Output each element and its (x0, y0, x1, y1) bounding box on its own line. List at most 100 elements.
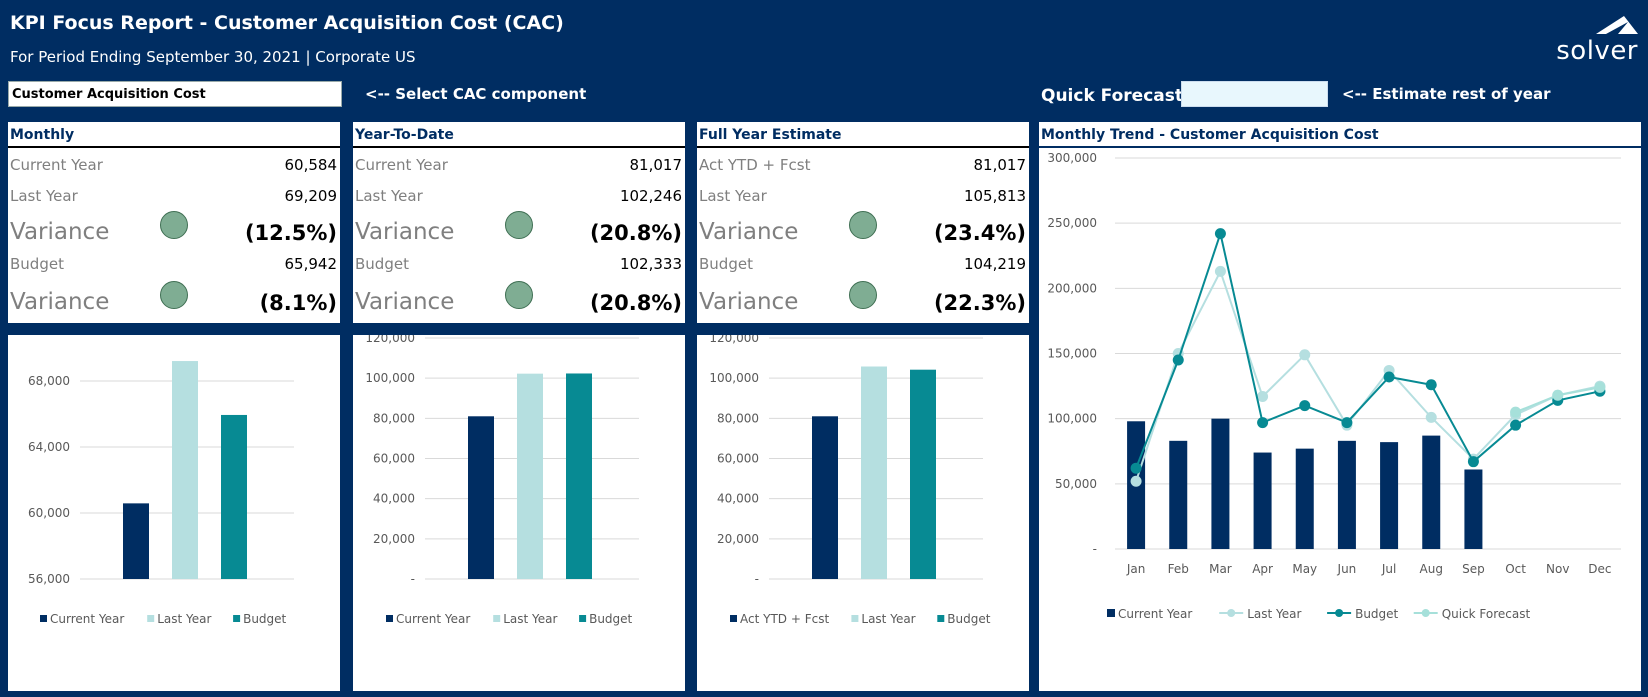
bar-current-year (1380, 442, 1399, 549)
kpi-row-current: Act YTD + Fcst 81,017 (699, 150, 1026, 176)
legend-label: Budget (947, 612, 990, 626)
x-tick-label: Nov (1546, 562, 1569, 576)
kpi-label: Budget (699, 255, 753, 273)
chart-full-year: - 20,000 40,000 60,000 80,000 100,000 120,000 A… (697, 335, 1029, 691)
bar-2 (172, 361, 198, 579)
kpi-row-last-year: Last Year 102,246 (355, 181, 682, 207)
kpi-label: Budget (355, 255, 409, 273)
x-tick-label: Jul (1381, 562, 1396, 576)
y-tick-label: 64,000 (28, 440, 70, 454)
legend-label: Budget (1355, 607, 1398, 621)
kpi-label: Act YTD + Fcst (699, 156, 811, 174)
kpi-label: Last Year (699, 187, 767, 205)
chart-monthly-svg: 56,000 60,000 64,000 68,000 Current Year Last… (28, 361, 294, 626)
x-tick-label: Dec (1588, 562, 1611, 576)
legend-swatch (147, 615, 155, 622)
legend-label: Last Year (861, 612, 915, 626)
bar-current-year (1253, 452, 1272, 549)
point-last-year (1214, 265, 1226, 277)
kpi-value: 65,942 (284, 255, 338, 273)
chart-monthly-trend: - 50,000 100,000 150,000 200,000 250,000 300,0… (1039, 122, 1641, 691)
kpi-label: Variance (355, 289, 455, 315)
bar-3 (221, 414, 247, 579)
y-tick-label: 80,000 (717, 411, 759, 425)
status-indicator-icon (505, 211, 533, 239)
cac-component-select[interactable]: Customer Acquisition Cost (8, 81, 342, 107)
y-tick-label: 40,000 (373, 492, 415, 506)
status-indicator-icon (160, 281, 188, 309)
status-indicator-icon (160, 211, 188, 239)
point-budget (1172, 354, 1184, 366)
legend-label: Current Year (1118, 607, 1192, 621)
chart-ytd: - 20,000 40,000 60,000 80,000 100,000 120,000 C… (353, 335, 685, 691)
kpi-panel-title: Monthly (8, 122, 340, 148)
kpi-row-variance: Variance (22.3%) (699, 281, 1026, 315)
point-budget (1425, 379, 1437, 391)
legend-swatch (1335, 609, 1344, 617)
kpi-value: (22.3%) (933, 291, 1026, 315)
kpi-row-current: Current Year 60,584 (10, 150, 337, 176)
kpi-value: 81,017 (629, 156, 683, 174)
kpi-value: (12.5%) (244, 221, 337, 245)
kpi-label: Variance (10, 219, 110, 245)
legend-label: Budget (243, 612, 286, 626)
chart-ytd-svg: - 20,000 40,000 60,000 80,000 100,000 120,000 C… (365, 335, 639, 626)
kpi-row-variance: Variance (20.8%) (355, 211, 682, 245)
x-tick-label: May (1292, 562, 1317, 576)
y-tick-label: 50,000 (1055, 477, 1097, 491)
legend-label: Quick Forecast (1442, 607, 1531, 621)
y-tick-label: 40,000 (717, 492, 759, 506)
page-subtitle: For Period Ending September 30, 2021 | C… (10, 48, 416, 66)
legend-swatch (851, 615, 859, 622)
legend-label: Last Year (503, 612, 557, 626)
y-tick-label: - (411, 572, 415, 586)
trend-title: Monthly Trend - Customer Acquisition Cos… (1039, 122, 1641, 148)
bar-3 (566, 373, 592, 579)
kpi-value: (20.8%) (589, 221, 682, 245)
bar-1 (123, 503, 149, 579)
legend-swatch (730, 615, 737, 622)
kpi-value: (23.4%) (933, 221, 1026, 245)
x-tick-label: Jun (1337, 562, 1357, 576)
line-budget (1135, 229, 1601, 469)
solver-logo: solver (1548, 14, 1638, 66)
point-budget (1383, 371, 1395, 383)
y-tick-label: 68,000 (28, 374, 70, 388)
status-indicator-icon (505, 281, 533, 309)
y-tick-label: 120,000 (709, 335, 759, 345)
y-tick-label: 150,000 (1047, 347, 1097, 361)
legend-swatch (937, 615, 945, 622)
kpi-value: 104,219 (963, 255, 1026, 273)
chart-monthly: 56,000 60,000 64,000 68,000 Current Year Last… (8, 335, 340, 691)
legend-swatch (386, 615, 393, 622)
kpi-row-variance: Variance (23.4%) (699, 211, 1026, 245)
y-tick-label: 100,000 (709, 371, 759, 385)
legend-swatch (233, 615, 241, 622)
chart-full-year-svg: - 20,000 40,000 60,000 80,000 100,000 120,000 A… (709, 335, 990, 626)
legend-label: Current Year (396, 612, 470, 626)
y-tick-label: - (1093, 542, 1097, 556)
kpi-panel-title: Full Year Estimate (697, 122, 1029, 148)
point-budget (1130, 462, 1142, 474)
legend-swatch (1227, 609, 1236, 617)
kpi-value: (8.1%) (259, 291, 337, 315)
kpi-label: Variance (355, 219, 455, 245)
status-indicator-icon (849, 211, 877, 239)
kpi-row-budget: Budget 104,219 (699, 249, 1026, 275)
kpi-value: 60,584 (284, 156, 338, 174)
point-last-year (1257, 391, 1269, 403)
bar-2 (517, 373, 543, 579)
bar-current-year (1337, 440, 1356, 549)
legend-swatch (1421, 609, 1430, 617)
point-budget (1510, 419, 1522, 431)
line-last-year (1135, 268, 1601, 482)
kpi-label: Last Year (355, 187, 423, 205)
y-tick-label: 100,000 (365, 371, 415, 385)
bar-2 (861, 366, 887, 579)
x-tick-label: Apr (1252, 562, 1273, 576)
x-tick-label: Aug (1420, 562, 1443, 576)
bar-current-year (1169, 440, 1188, 549)
x-tick-label: Jan (1126, 562, 1146, 576)
component-hint: <-- Select CAC component (365, 85, 587, 103)
quick-forecast-input[interactable] (1181, 81, 1328, 107)
